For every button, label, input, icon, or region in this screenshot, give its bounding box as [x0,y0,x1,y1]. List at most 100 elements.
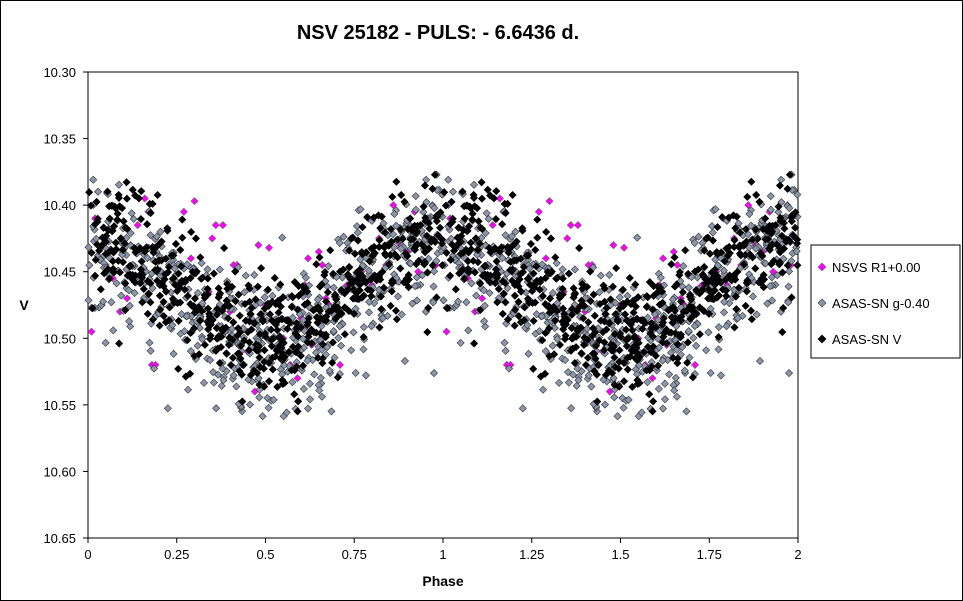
x-tick-label: 1.25 [519,547,544,562]
data-point-2 [260,382,269,391]
data-point-1 [392,274,401,283]
data-point-2 [119,217,128,226]
data-point-1 [766,192,775,201]
data-point-2 [589,290,598,299]
data-point-1 [365,297,374,306]
data-point-2 [273,382,282,391]
data-point-1 [637,408,646,417]
data-point-2 [105,214,114,223]
data-point-2 [536,277,545,287]
data-point-2 [486,191,495,200]
data-point-1 [656,273,665,282]
data-point-2 [183,292,192,301]
data-point-2 [713,271,722,280]
data-point-2 [618,285,627,294]
data-point-2 [747,315,756,324]
data-point-2 [368,251,377,260]
data-point-2 [729,211,738,220]
data-point-2 [372,276,381,285]
chart-title: NSV 25182 - PULS: - 6.6436 d. [297,22,579,44]
data-point-1 [567,404,576,413]
data-point-2 [658,287,667,296]
data-point-2 [190,352,199,361]
data-point-1 [658,356,667,365]
data-point-1 [619,403,628,412]
data-point-2 [155,291,164,300]
data-point-2 [752,190,761,200]
data-point-0 [545,197,554,206]
data-point-1 [241,271,250,280]
data-point-2 [153,191,162,200]
data-point-2 [413,240,422,249]
data-point-2 [345,246,354,255]
data-point-2 [621,310,630,319]
data-point-2 [196,253,205,262]
data-point-2 [600,317,609,326]
data-point-2 [590,311,599,320]
data-point-1 [670,386,679,395]
data-point-2 [252,346,261,355]
data-point-1 [413,296,422,305]
data-point-1 [548,341,557,350]
data-point-2 [699,307,709,316]
data-point-2 [91,271,100,280]
data-point-2 [480,270,489,279]
data-point-1 [690,238,699,247]
data-point-2 [165,303,174,312]
data-point-2 [398,234,407,243]
data-point-2 [174,316,183,325]
data-point-2 [714,333,723,342]
data-point-2 [541,329,550,338]
data-point-2 [93,217,102,226]
data-point-2 [191,234,200,243]
data-point-2 [385,260,394,269]
data-point-2 [584,318,593,327]
data-point-2 [152,267,161,276]
data-point-1 [193,288,202,297]
data-point-2 [721,275,730,284]
data-point-2 [708,236,718,245]
data-point-1 [89,175,98,184]
data-point-2 [573,326,582,335]
data-point-2 [735,241,744,250]
data-point-2 [613,315,622,324]
data-point-2 [671,314,680,323]
data-point-2 [190,308,199,317]
data-point-1 [714,323,723,332]
data-point-2 [433,211,442,221]
data-point-2 [512,279,521,288]
data-point-2 [143,309,152,318]
data-point-2 [629,316,638,325]
data-point-1 [180,327,189,336]
data-point-1 [480,317,489,326]
data-point-1 [389,230,398,239]
data-point-1 [84,296,93,305]
data-point-2 [375,242,384,251]
data-point-2 [266,310,275,319]
data-point-2 [733,267,742,277]
data-point-1 [378,314,387,323]
data-point-2 [397,190,406,200]
data-point-2 [406,214,415,223]
data-point-1 [163,404,172,413]
data-point-2 [690,267,700,276]
data-point-2 [465,222,474,231]
data-point-2 [434,231,443,240]
data-point-2 [279,338,288,347]
data-point-1 [766,282,775,291]
data-point-2 [258,315,267,324]
data-point-1 [126,322,135,331]
data-point-0 [123,294,132,303]
data-point-2 [274,316,283,325]
data-point-1 [93,187,103,196]
data-point-2 [229,318,238,327]
data-point-2 [454,223,463,232]
data-point-2 [109,248,118,257]
data-point-1 [472,291,481,300]
data-point-2 [529,316,538,325]
data-point-2 [779,303,788,313]
data-point-2 [658,321,667,330]
data-point-2 [660,329,669,338]
data-point-2 [143,277,152,286]
data-point-2 [380,249,390,258]
